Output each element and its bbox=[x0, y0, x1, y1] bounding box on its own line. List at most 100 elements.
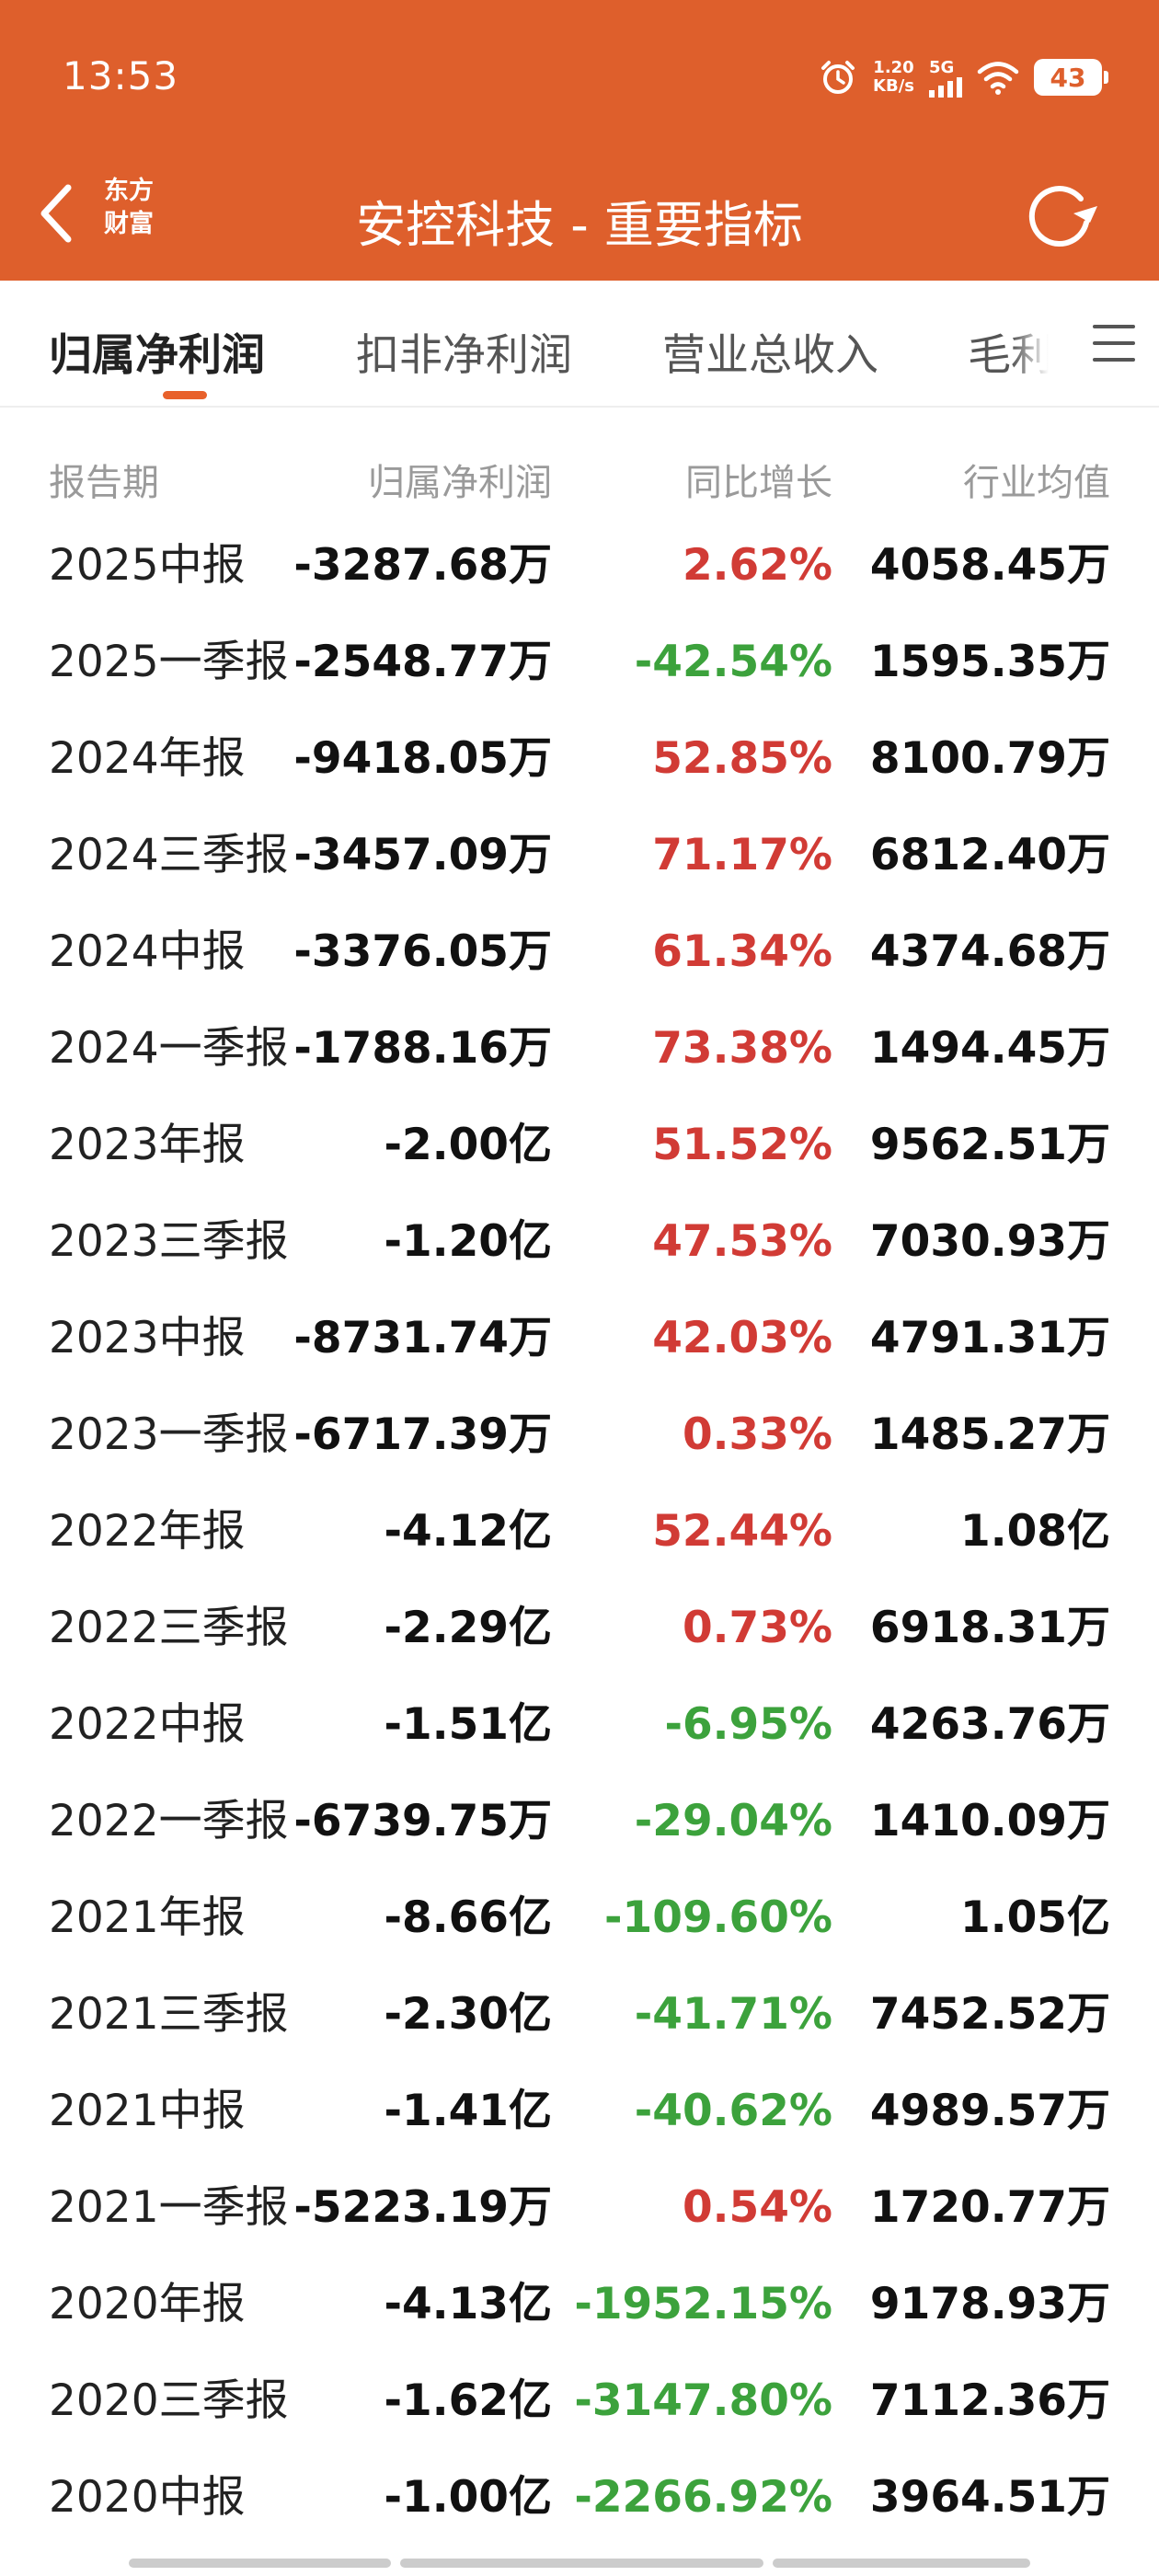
industry-average-cell: 1720.77万 bbox=[869, 2182, 1110, 2233]
active-tab-indicator bbox=[163, 391, 207, 399]
yoy-growth-cell: 52.44% bbox=[652, 1506, 832, 1557]
table-row[interactable]: 2023年报 -2.00亿 51.52% 9562.51万 bbox=[0, 1098, 1159, 1194]
yoy-growth-cell: -41.71% bbox=[634, 1989, 832, 2040]
period-cell: 2022中报 bbox=[49, 1699, 246, 1750]
column-header-net-profit: 归属净利润 bbox=[368, 462, 552, 504]
industry-average-cell: 1494.45万 bbox=[869, 1023, 1110, 1074]
net-profit-cell: -1.41亿 bbox=[384, 2086, 552, 2136]
table-row[interactable]: 2022年报 -4.12亿 52.44% 1.08亿 bbox=[0, 1484, 1159, 1581]
page-indicator-segment bbox=[773, 2559, 1030, 2568]
period-cell: 2021年报 bbox=[49, 1892, 246, 1943]
net-profit-cell: -2548.77万 bbox=[293, 637, 552, 687]
table-row[interactable]: 2024年报 -9418.05万 52.85% 8100.79万 bbox=[0, 711, 1159, 808]
table-row[interactable]: 2022一季报 -6739.75万 -29.04% 1410.09万 bbox=[0, 1774, 1159, 1870]
industry-average-cell: 1595.35万 bbox=[869, 637, 1110, 687]
yoy-growth-cell: 71.17% bbox=[652, 830, 832, 880]
period-cell: 2021一季报 bbox=[49, 2182, 289, 2233]
table-row[interactable]: 2023中报 -8731.74万 42.03% 4791.31万 bbox=[0, 1291, 1159, 1387]
table-row[interactable]: 2021年报 -8.66亿 -109.60% 1.05亿 bbox=[0, 1870, 1159, 1967]
industry-average-cell: 6812.40万 bbox=[869, 830, 1110, 880]
alarm-icon bbox=[821, 61, 855, 94]
industry-average-cell: 4791.31万 bbox=[869, 1313, 1110, 1363]
net-profit-cell: -3457.09万 bbox=[293, 830, 552, 880]
net-profit-cell: -1.62亿 bbox=[384, 2375, 552, 2426]
tab-deducted-net-profit[interactable]: 扣非净利润 bbox=[356, 330, 572, 381]
network-type-label: 5G bbox=[929, 57, 955, 77]
table-row[interactable]: 2020三季报 -1.62亿 -3147.80% 7112.36万 bbox=[0, 2353, 1159, 2450]
industry-average-cell: 7030.93万 bbox=[869, 1216, 1110, 1267]
net-profit-cell: -3287.68万 bbox=[293, 540, 552, 591]
refresh-button[interactable] bbox=[1016, 175, 1104, 258]
yoy-growth-cell: -40.62% bbox=[634, 2086, 832, 2136]
back-button[interactable] bbox=[26, 177, 90, 250]
table-header: 报告期 归属净利润 同比增长 行业均值 bbox=[0, 440, 1159, 513]
logo-line-2: 财富 bbox=[104, 210, 154, 238]
net-profit-cell: -6739.75万 bbox=[293, 1796, 552, 1846]
period-cell: 2024三季报 bbox=[49, 830, 289, 880]
yoy-growth-cell: 52.85% bbox=[652, 733, 832, 784]
yoy-growth-cell: -42.54% bbox=[634, 637, 832, 687]
period-cell: 2023三季报 bbox=[49, 1216, 289, 1267]
page-indicator bbox=[129, 2559, 1030, 2568]
period-cell: 2021三季报 bbox=[49, 1989, 289, 2040]
network-speed-unit: KB/s bbox=[873, 76, 914, 96]
table-row[interactable]: 2021一季报 -5223.19万 0.54% 1720.77万 bbox=[0, 2160, 1159, 2257]
page-title: 安控科技 - 重要指标 bbox=[356, 196, 803, 254]
table-row[interactable]: 2022三季报 -2.29亿 0.73% 6918.31万 bbox=[0, 1581, 1159, 1677]
page-indicator-segment bbox=[400, 2559, 763, 2568]
net-profit-cell: -1.00亿 bbox=[384, 2472, 552, 2523]
column-header-period: 报告期 bbox=[49, 462, 159, 504]
table-row[interactable]: 2020中报 -1.00亿 -2266.92% 3964.51万 bbox=[0, 2450, 1159, 2547]
tab-net-profit[interactable]: 归属净利润 bbox=[49, 330, 265, 381]
metric-tab-bar: 归属净利润 扣非净利润 营业总收入 毛利 bbox=[0, 281, 1159, 408]
period-cell: 2023一季报 bbox=[49, 1409, 289, 1460]
period-cell: 2025一季报 bbox=[49, 637, 289, 687]
yoy-growth-cell: -6.95% bbox=[664, 1699, 832, 1750]
table-row[interactable]: 2020年报 -4.13亿 -1952.15% 9178.93万 bbox=[0, 2257, 1159, 2353]
net-profit-cell: -9418.05万 bbox=[293, 733, 552, 784]
industry-average-cell: 1410.09万 bbox=[869, 1796, 1110, 1846]
industry-average-cell: 1.08亿 bbox=[960, 1506, 1110, 1557]
table-row[interactable]: 2024三季报 -3457.09万 71.17% 6812.40万 bbox=[0, 808, 1159, 904]
period-cell: 2022一季报 bbox=[49, 1796, 289, 1846]
column-header-yoy: 同比增长 bbox=[685, 462, 832, 504]
yoy-growth-cell: -3147.80% bbox=[574, 2375, 832, 2426]
wifi-icon bbox=[977, 62, 1019, 95]
yoy-growth-cell: 42.03% bbox=[652, 1313, 832, 1363]
table-row[interactable]: 2023一季报 -6717.39万 0.33% 1485.27万 bbox=[0, 1387, 1159, 1484]
tab-menu-button[interactable] bbox=[1049, 281, 1159, 406]
chevron-left-icon bbox=[40, 184, 72, 243]
industry-average-cell: 4263.76万 bbox=[869, 1699, 1110, 1750]
yoy-growth-cell: -109.60% bbox=[604, 1892, 832, 1943]
yoy-growth-cell: 61.34% bbox=[652, 926, 832, 977]
battery-indicator: 43 bbox=[1034, 59, 1108, 96]
refresh-icon bbox=[1028, 186, 1097, 247]
yoy-growth-cell: 2.62% bbox=[682, 540, 832, 591]
table-row[interactable]: 2024中报 -3376.05万 61.34% 4374.68万 bbox=[0, 904, 1159, 1001]
net-profit-cell: -3376.05万 bbox=[293, 926, 552, 977]
network-speed-value: 1.20 bbox=[873, 58, 914, 77]
table-row[interactable]: 2021中报 -1.41亿 -40.62% 4989.57万 bbox=[0, 2064, 1159, 2160]
industry-average-cell: 3964.51万 bbox=[869, 2472, 1110, 2523]
table-row[interactable]: 2021三季报 -2.30亿 -41.71% 7452.52万 bbox=[0, 1967, 1159, 2064]
table-row[interactable]: 2024一季报 -1788.16万 73.38% 1494.45万 bbox=[0, 1001, 1159, 1098]
column-header-industry-avg: 行业均值 bbox=[963, 462, 1110, 504]
industry-average-cell: 1485.27万 bbox=[869, 1409, 1110, 1460]
table-row[interactable]: 2025一季报 -2548.77万 -42.54% 1595.35万 bbox=[0, 615, 1159, 711]
yoy-growth-cell: 51.52% bbox=[652, 1120, 832, 1170]
table-row[interactable]: 2023三季报 -1.20亿 47.53% 7030.93万 bbox=[0, 1194, 1159, 1291]
period-cell: 2021中报 bbox=[49, 2086, 246, 2136]
net-profit-cell: -5223.19万 bbox=[293, 2182, 552, 2233]
net-profit-cell: -1.51亿 bbox=[384, 1699, 552, 1750]
net-profit-cell: -6717.39万 bbox=[293, 1409, 552, 1460]
network-speed: 1.20 KB/s bbox=[873, 59, 914, 96]
yoy-growth-cell: -2266.92% bbox=[574, 2472, 832, 2523]
cell-signal: 5G bbox=[929, 58, 962, 98]
data-table-body: 2025中报 -3287.68万 2.62% 4058.45万 2025一季报 -2548… bbox=[0, 518, 1159, 2547]
table-row[interactable]: 2025中报 -3287.68万 2.62% 4058.45万 bbox=[0, 518, 1159, 615]
tab-total-revenue[interactable]: 营业总收入 bbox=[662, 330, 878, 381]
net-profit-cell: -1.20亿 bbox=[384, 1216, 552, 1267]
period-cell: 2020年报 bbox=[49, 2279, 246, 2329]
net-profit-cell: -8731.74万 bbox=[293, 1313, 552, 1363]
table-row[interactable]: 2022中报 -1.51亿 -6.95% 4263.76万 bbox=[0, 1677, 1159, 1774]
